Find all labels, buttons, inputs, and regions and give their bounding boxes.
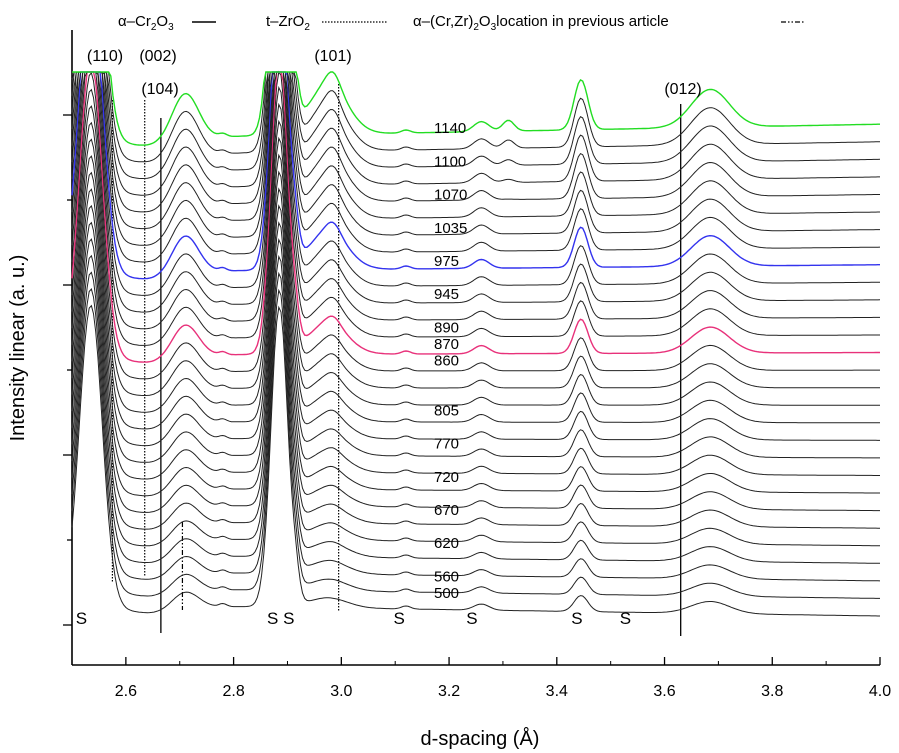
series-line: [72, 289, 880, 598]
series-line: [72, 72, 880, 229]
temperature-label: 1070: [434, 187, 467, 204]
legend-label-zro2: t–ZrO2: [266, 13, 310, 33]
series-line: [72, 239, 880, 546]
temperature-label: 945: [434, 286, 459, 303]
temperature-label: 500: [434, 585, 459, 602]
x-tick-label: 2.6: [115, 683, 137, 700]
x-axis-ticks: 2.6 2.8 3.0 3.2 3.4 3.6 3.8 4.0: [72, 657, 891, 700]
temperature-label: 805: [434, 402, 459, 419]
series-line: [72, 72, 880, 362]
series-line: [72, 72, 880, 145]
substrate-peak-label: S: [466, 609, 477, 628]
series-line: [72, 72, 880, 312]
x-tick-label: 3.4: [546, 683, 568, 700]
temperature-label: 860: [434, 353, 459, 370]
substrate-peak-label: S: [571, 609, 582, 628]
y-axis-ticks: [63, 115, 72, 625]
reflection-label: (110): [87, 48, 123, 65]
series-line: [72, 256, 880, 564]
axes: 2.6 2.8 3.0 3.2 3.4 3.6 3.8 4.0: [63, 30, 891, 700]
series-group: [72, 72, 880, 616]
x-tick-label: 3.0: [330, 683, 352, 700]
substrate-peak-label: S: [283, 609, 294, 628]
series-line: [72, 206, 880, 513]
series-line: [72, 272, 880, 581]
legend-label-crzr: α–(Cr,Zr)2O3location in previous article: [413, 13, 669, 33]
series-line: [72, 72, 880, 329]
x-tick-label: 3.8: [761, 683, 783, 700]
substrate-peak-label: S: [267, 609, 278, 628]
legend: α–Cr2O3 t–ZrO2 α–(Cr,Zr)2O3location in p…: [118, 13, 805, 33]
series-line: [72, 223, 880, 529]
reflection-labels: (110) (002) (104) (101) (012): [87, 48, 702, 98]
temperature-label: 1140: [434, 120, 466, 137]
temperature-label: 1035: [434, 220, 467, 237]
x-tick-label: 3.2: [438, 683, 460, 700]
temperature-label: 560: [434, 568, 459, 585]
reflection-label: (104): [141, 81, 178, 98]
temperature-label: 620: [434, 535, 459, 552]
x-tick-label: 4.0: [869, 683, 891, 700]
substrate-peak-label: S: [394, 609, 405, 628]
series-line: [72, 72, 880, 345]
y-axis-label: Intensity linear (a. u.): [7, 255, 29, 442]
legend-label-cr2o3: α–Cr2O3: [118, 13, 174, 33]
reflection-label: (012): [664, 81, 701, 98]
x-tick-label: 2.8: [222, 683, 244, 700]
x-axis-label: d-spacing (Å): [421, 727, 540, 750]
temperature-label: 890: [434, 319, 459, 336]
x-tick-label: 3.6: [653, 683, 675, 700]
series-line: [72, 72, 880, 162]
reflection-label: (002): [139, 48, 176, 65]
substrate-peak-label: S: [76, 609, 87, 628]
temperature-label: 770: [434, 436, 459, 453]
temperature-label: 670: [434, 502, 459, 519]
reflection-label: (101): [314, 48, 351, 65]
temperature-label: 975: [434, 253, 459, 270]
substrate-peak-label: S: [620, 609, 631, 628]
temperature-label: 870: [434, 336, 459, 353]
temperature-label: 720: [434, 469, 459, 486]
series-line: [72, 189, 880, 496]
temperature-label: 1100: [434, 153, 466, 170]
series-line: [72, 72, 880, 195]
